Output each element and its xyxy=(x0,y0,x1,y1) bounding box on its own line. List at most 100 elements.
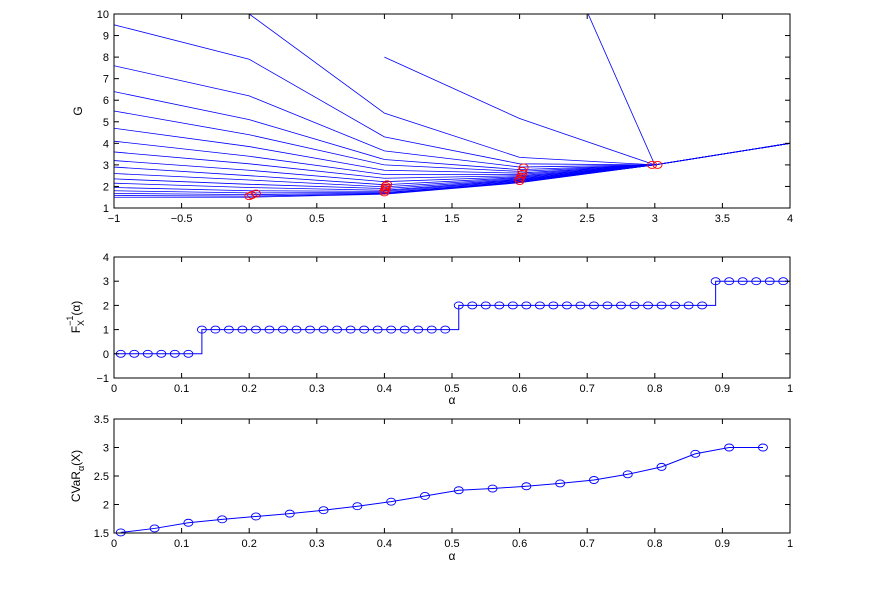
data-point xyxy=(352,502,363,511)
minimum-marker xyxy=(251,189,261,198)
xtick-label-g: −0.5 xyxy=(171,213,193,225)
xtick-label-quantile: 0.1 xyxy=(174,383,189,395)
series-line xyxy=(114,142,790,198)
data-point xyxy=(521,482,532,491)
data-point xyxy=(318,325,329,334)
ytick-label-g: 7 xyxy=(103,74,109,86)
ylabel-quantile-sup: −1 xyxy=(65,316,75,326)
data-point xyxy=(656,462,667,471)
ytick-label-quantile: −1 xyxy=(96,373,109,385)
minimum-marker xyxy=(382,180,393,189)
data-point xyxy=(494,301,505,310)
xtick-label-g: 2.5 xyxy=(580,213,595,225)
xtick-label-cvar: 0.8 xyxy=(647,538,662,550)
ylabel-cvar-sub: α xyxy=(76,466,86,471)
ytick-label-g: 5 xyxy=(103,117,109,129)
data-point xyxy=(724,443,735,452)
data-point xyxy=(115,528,126,537)
xtick-label-quantile: 0.2 xyxy=(242,383,257,395)
xtick-label-cvar: 0.4 xyxy=(377,538,392,550)
xtick-label-g: 0 xyxy=(246,213,252,225)
ylabel-cvar: CVaRα(X) xyxy=(69,450,86,502)
plot-area-cvar xyxy=(115,443,768,537)
ytick-label-g: 10 xyxy=(97,9,109,21)
data-point xyxy=(440,325,451,334)
data-point xyxy=(670,301,681,310)
data-point xyxy=(453,486,464,495)
data-point xyxy=(142,349,153,358)
ytick-label-quantile: 1 xyxy=(103,325,109,337)
minimum-marker xyxy=(517,166,528,175)
data-point xyxy=(386,497,397,506)
xtick-label-g: 4 xyxy=(787,213,793,225)
data-point xyxy=(264,325,275,334)
curve-lines xyxy=(114,14,790,198)
data-point xyxy=(196,325,207,334)
ylabel-quantile-sub: X xyxy=(76,320,86,326)
xtick-label-quantile: 0.6 xyxy=(512,383,527,395)
panel-g: −1 −0.5 0 0.5 1 1.5 2 2.5 3 3.5 4 1 2 3 4 5 6 7 8 9 10 G xyxy=(71,9,793,225)
xtick-label-cvar: 0.7 xyxy=(580,538,595,550)
data-point xyxy=(622,470,633,479)
data-point xyxy=(291,325,302,334)
data-point xyxy=(561,301,572,310)
data-point xyxy=(487,484,498,493)
xtick-label-cvar: 0.9 xyxy=(715,538,730,550)
minimum-marker xyxy=(514,174,525,183)
xtick-label-quantile: 0.3 xyxy=(309,383,324,395)
data-point xyxy=(710,277,721,286)
ylabel-quantile-main: F xyxy=(69,326,83,333)
minima-markers xyxy=(244,160,663,201)
data-point xyxy=(480,301,491,310)
data-point xyxy=(284,509,295,518)
plot-area-g xyxy=(114,14,790,201)
ytick-label-quantile: 0 xyxy=(103,349,109,361)
xtick-label-quantile: 0.4 xyxy=(377,383,392,395)
data-point xyxy=(534,301,545,310)
data-point xyxy=(237,325,248,334)
minimum-marker xyxy=(514,177,525,186)
data-point xyxy=(223,325,234,334)
xtick-label-g: 3.5 xyxy=(715,213,730,225)
minimum-marker xyxy=(652,160,663,169)
minimum-marker xyxy=(647,160,658,169)
ytick-label-g: 4 xyxy=(103,138,109,150)
ytick-label-cvar: 1.5 xyxy=(94,528,109,540)
ytick-label-g: 3 xyxy=(103,160,109,172)
data-point xyxy=(751,277,762,286)
xtick-label-quantile: 0.8 xyxy=(647,383,662,395)
data-point xyxy=(251,325,261,334)
step-line xyxy=(114,280,790,355)
xtick-label-cvar: 0.2 xyxy=(242,538,257,550)
ytick-label-quantile: 2 xyxy=(103,300,109,312)
data-point xyxy=(764,277,775,286)
xtick-label-g: 0.5 xyxy=(309,213,324,225)
xtick-label-g: 1 xyxy=(381,213,387,225)
xtick-label-quantile: 1 xyxy=(787,383,793,395)
ytick-label-quantile: 3 xyxy=(103,276,109,288)
xtick-label-g: −1 xyxy=(108,213,121,225)
data-point xyxy=(386,325,397,334)
ylabel-quantile-tail: (α) xyxy=(69,301,83,316)
data-point xyxy=(548,301,559,310)
data-point xyxy=(629,301,640,310)
data-point xyxy=(521,301,532,310)
data-point xyxy=(305,325,315,334)
ylabel-cvar-tail: (X) xyxy=(69,450,83,466)
data-point xyxy=(399,325,410,334)
minimum-marker xyxy=(518,163,529,172)
data-point xyxy=(602,301,613,310)
data-point xyxy=(359,325,370,334)
tick-labels-g: −1 −0.5 0 0.5 1 1.5 2 2.5 3 3.5 4 1 2 3 4 5 6 7 8 9 10 xyxy=(97,9,793,225)
data-point xyxy=(697,301,708,310)
ytick-label-g: 9 xyxy=(103,31,109,43)
xtick-label-g: 3 xyxy=(652,213,658,225)
data-point xyxy=(656,301,667,310)
ytick-label-quantile: 4 xyxy=(103,252,109,264)
ytick-label-cvar: 3 xyxy=(103,443,109,455)
data-point xyxy=(169,349,180,358)
